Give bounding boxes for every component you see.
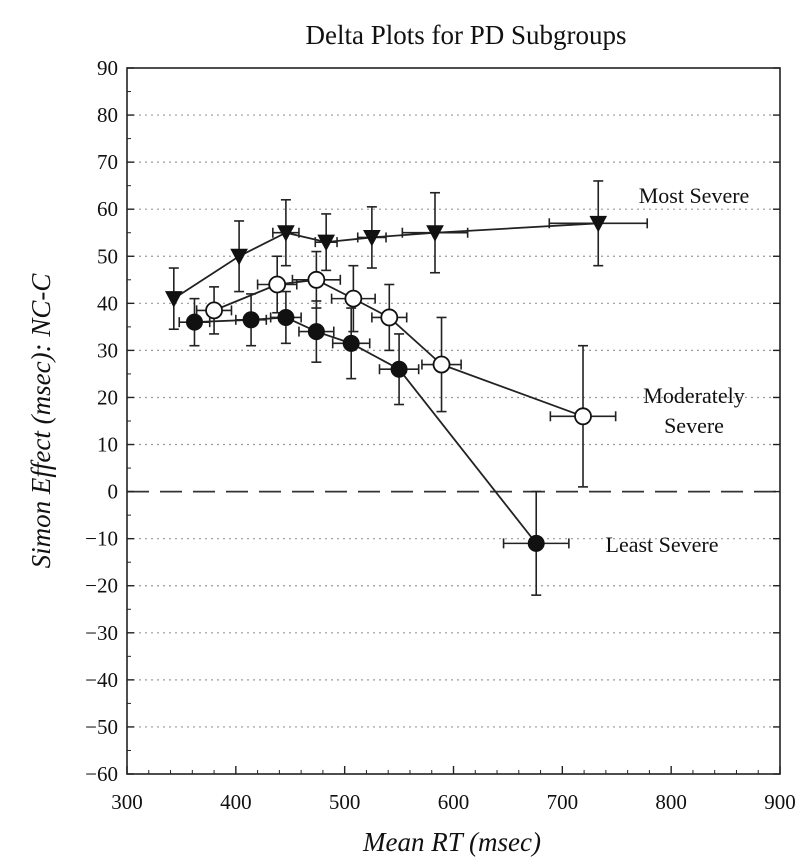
series-label-line: Moderately bbox=[643, 383, 744, 408]
y-tick-label: 50 bbox=[97, 244, 118, 268]
series-label: Most Severe bbox=[639, 183, 750, 208]
series-least-severe bbox=[178, 290, 570, 596]
x-tick-label: 400 bbox=[220, 790, 252, 814]
data-point-filled-circle bbox=[342, 334, 360, 352]
data-point-open-circle bbox=[574, 407, 592, 426]
y-tick-label: −40 bbox=[85, 668, 118, 692]
series-labels: Most Severe Moderately Severe Least Severe bbox=[606, 183, 750, 557]
series-moderately-severe bbox=[195, 250, 617, 488]
y-tick-label: 80 bbox=[97, 103, 118, 127]
y-tick-label: 90 bbox=[97, 56, 118, 80]
series-label: Moderately Severe bbox=[643, 383, 744, 438]
series-label-line: Severe bbox=[664, 413, 724, 438]
data-point-open-circle bbox=[380, 308, 399, 327]
data-series bbox=[164, 180, 649, 596]
data-point-triangle bbox=[164, 291, 183, 308]
y-tick-label: 20 bbox=[97, 385, 118, 409]
y-tick-label: −20 bbox=[85, 574, 118, 598]
y-tick-label: 40 bbox=[97, 291, 118, 315]
y-axis-label: Simon Effect (msec): NC-C bbox=[26, 273, 56, 569]
series-label: Least Severe bbox=[606, 532, 719, 557]
data-point-triangle bbox=[426, 225, 444, 242]
data-point-triangle bbox=[589, 215, 608, 233]
y-tick-label: −50 bbox=[85, 715, 118, 739]
data-point-open-circle bbox=[344, 289, 363, 308]
data-point-filled-circle bbox=[390, 360, 408, 378]
x-tick-label: 900 bbox=[764, 790, 796, 814]
data-point-open-circle bbox=[307, 270, 326, 289]
chart-title: Delta Plots for PD Subgroups bbox=[305, 20, 626, 50]
data-point-filled-circle bbox=[527, 534, 545, 552]
series-label-line: Most Severe bbox=[639, 183, 750, 208]
x-tick-label: 500 bbox=[329, 790, 361, 814]
series-label-line: Least Severe bbox=[606, 532, 719, 557]
x-tick-label: 300 bbox=[111, 790, 143, 814]
data-point-filled-circle bbox=[277, 308, 295, 326]
y-tick-label: 60 bbox=[97, 197, 118, 221]
data-point-triangle bbox=[277, 225, 295, 242]
axis-ticks: 90 80 70 60 50 40 30 20 10 0 −10 −20 −30 −40 −50 −60 300… bbox=[85, 56, 796, 814]
data-point-open-circle bbox=[268, 275, 287, 294]
data-point-filled-circle bbox=[185, 313, 203, 331]
series-most-severe bbox=[164, 180, 649, 331]
y-tick-label: −60 bbox=[85, 762, 118, 786]
y-tick-label: 0 bbox=[108, 480, 119, 504]
data-point-open-circle bbox=[205, 301, 223, 320]
x-axis-label: Mean RT (msec) bbox=[362, 827, 541, 857]
data-point-triangle bbox=[317, 234, 335, 252]
y-tick-label: −10 bbox=[85, 527, 118, 551]
y-tick-label: 30 bbox=[97, 338, 118, 362]
data-point-triangle bbox=[230, 248, 248, 266]
x-tick-label: 800 bbox=[655, 790, 687, 814]
series-line bbox=[194, 316, 537, 544]
x-tick-label: 600 bbox=[438, 790, 470, 814]
x-tick-label: 700 bbox=[547, 790, 579, 814]
data-point-triangle bbox=[363, 229, 381, 247]
y-tick-label: 10 bbox=[97, 433, 118, 457]
y-tick-label: 70 bbox=[97, 150, 118, 174]
data-point-open-circle bbox=[432, 355, 451, 374]
data-point-filled-circle bbox=[307, 323, 325, 341]
data-point-filled-circle bbox=[242, 311, 260, 329]
y-tick-label: −30 bbox=[85, 621, 118, 645]
